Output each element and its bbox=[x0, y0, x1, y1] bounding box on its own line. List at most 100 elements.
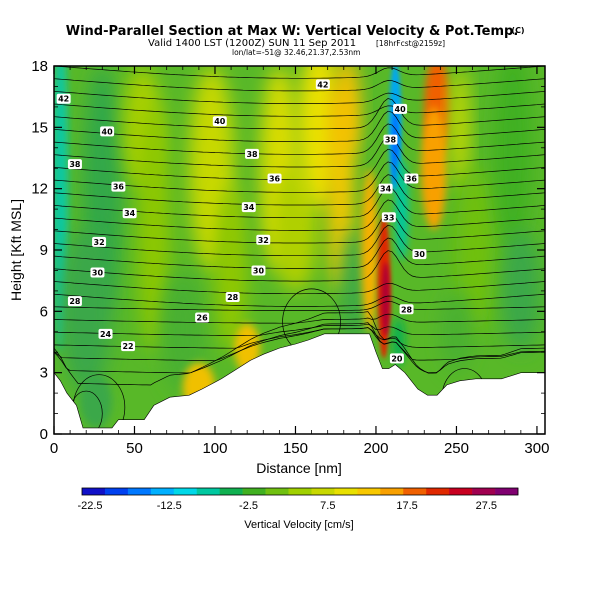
colorbar-tick-label: -2.5 bbox=[239, 500, 258, 512]
contour-label: 32 bbox=[92, 236, 107, 247]
theta-isoline bbox=[54, 237, 545, 269]
contour-label-text: 30 bbox=[92, 268, 104, 277]
x-tick-label: 0 bbox=[50, 440, 58, 457]
colorbar-swatch bbox=[219, 488, 243, 495]
velocity-blob bbox=[342, 229, 365, 353]
contour-label-text: 28 bbox=[227, 293, 239, 302]
contour-label-text: 30 bbox=[253, 266, 265, 275]
y-tick-label: 3 bbox=[40, 365, 48, 382]
colorbar-swatch bbox=[150, 488, 175, 495]
velocity-blob bbox=[493, 66, 533, 250]
contour-label: 24 bbox=[98, 328, 113, 339]
colorbar-tick-label: -22.5 bbox=[77, 500, 102, 512]
x-tick-label: 100 bbox=[202, 440, 227, 457]
contour-label: 32 bbox=[256, 234, 271, 245]
colorbar-swatch bbox=[82, 488, 106, 495]
theta-isoline bbox=[54, 293, 545, 307]
contour-label-text: 40 bbox=[102, 127, 114, 136]
contour-label-text: 32 bbox=[258, 236, 269, 245]
contour-label-text: 36 bbox=[269, 174, 281, 183]
contour-label: 22 bbox=[121, 341, 136, 352]
contour-label-text: 40 bbox=[395, 105, 407, 114]
contour-label-text: 38 bbox=[385, 136, 397, 145]
x-tick-label: 250 bbox=[444, 440, 469, 457]
theta-isoline bbox=[54, 327, 545, 362]
contour-labels: 42 42 40 40 40 38 38 38 36 36 36 34 34 34 33 32 32 30 30 30… bbox=[56, 79, 427, 364]
theta-isoline bbox=[54, 66, 545, 79]
theta-isoline bbox=[54, 103, 545, 117]
theta-isoline bbox=[54, 123, 545, 155]
contour-label: 38 bbox=[383, 134, 398, 145]
contour-label: 40 bbox=[212, 116, 227, 127]
contour-label-text: 36 bbox=[406, 174, 418, 183]
contour-label: 30 bbox=[412, 249, 427, 259]
contour-label: 36 bbox=[111, 181, 126, 192]
x-tick-label: 300 bbox=[524, 440, 549, 457]
contour-label: 42 bbox=[315, 79, 330, 90]
colorbar-swatch bbox=[173, 488, 198, 495]
contour-label: 33 bbox=[381, 212, 396, 223]
colorbar-swatch bbox=[311, 488, 335, 495]
colorbar-swatch bbox=[242, 488, 266, 495]
contour-label-text: 22 bbox=[122, 342, 133, 351]
colorbar-tick-label: 17.5 bbox=[396, 500, 417, 512]
velocity-blob bbox=[395, 158, 409, 261]
theta-isoline bbox=[54, 327, 545, 349]
copyright-mark: (C) bbox=[511, 26, 524, 35]
contour-label: 40 bbox=[100, 126, 115, 137]
velocity-blob bbox=[450, 66, 470, 189]
contour-label-text: 42 bbox=[58, 95, 69, 104]
colorbar-frame bbox=[81, 487, 519, 496]
contour-label: 34 bbox=[241, 202, 256, 213]
contour-label: 34 bbox=[122, 208, 137, 219]
title-block: Wind-Parallel Section at Max W: Vertical… bbox=[66, 24, 525, 57]
colorbar-swatch bbox=[380, 488, 404, 495]
velocity-blob bbox=[501, 229, 541, 353]
valid-time-line: Valid 1400 LST (1200Z) SUN 11 Sep 2011 bbox=[148, 38, 356, 49]
colorbar-swatch bbox=[265, 488, 289, 495]
colorbar-swatch bbox=[196, 488, 220, 495]
contour-label-text: 34 bbox=[380, 185, 392, 194]
theta-isoline bbox=[54, 250, 545, 282]
contour-label: 36 bbox=[404, 173, 419, 184]
theta-isoline bbox=[54, 224, 545, 257]
location-line: lon/lat=-51@ 32.46,21.37,2.53nm bbox=[232, 48, 360, 57]
contour-label: 28 bbox=[225, 292, 240, 303]
contour-label: 28 bbox=[67, 296, 82, 307]
contour-label-text: 26 bbox=[197, 313, 209, 322]
contour-label-text: 40 bbox=[214, 117, 226, 126]
contour-label: 34 bbox=[378, 183, 393, 194]
y-tick-label: 18 bbox=[31, 58, 48, 75]
theta-isoline bbox=[54, 136, 545, 168]
theta-isoline bbox=[54, 301, 545, 311]
colorbar-tick-label: 27.5 bbox=[476, 500, 497, 512]
theta-isoline bbox=[54, 98, 545, 130]
plot-area: 42 42 40 40 40 38 38 38 36 36 36 34 34 34 33 32 32 30 30 30… bbox=[54, 66, 545, 434]
colorbar-swatch bbox=[449, 488, 473, 495]
contour-label-text: 33 bbox=[383, 213, 394, 222]
contour-label-text: 34 bbox=[243, 203, 255, 212]
x-tick-label: 200 bbox=[363, 440, 388, 457]
colorbar-swatch bbox=[127, 488, 152, 495]
colorbar-tick-label: -12.5 bbox=[157, 500, 182, 512]
theta-isoline bbox=[54, 313, 545, 324]
colorbar-title: Vertical Velocity [cm/s] bbox=[244, 519, 353, 531]
velocity-blob bbox=[79, 374, 112, 428]
theta-isoline bbox=[54, 161, 545, 193]
theta-isoline bbox=[54, 148, 545, 181]
contour-label-text: 32 bbox=[94, 238, 105, 247]
velocity-blob bbox=[160, 270, 206, 394]
velocity-blob bbox=[137, 106, 170, 353]
theta-isoline bbox=[54, 91, 545, 104]
contour-label-text: 34 bbox=[124, 209, 136, 218]
theta-isoline bbox=[54, 174, 545, 206]
chart-title: Wind-Parallel Section at Max W: Vertical… bbox=[66, 24, 519, 39]
contour-label-text: 24 bbox=[100, 330, 112, 339]
y-tick-label: 15 bbox=[31, 119, 48, 136]
contour-label: 30 bbox=[90, 267, 105, 278]
y-tick-label: 9 bbox=[40, 242, 48, 259]
colorbar: -22.5 -12.5 -2.5 7.5 17.5 27.5 bbox=[77, 487, 519, 512]
colorbar-swatch bbox=[104, 488, 129, 495]
theta-isoline bbox=[54, 323, 545, 337]
